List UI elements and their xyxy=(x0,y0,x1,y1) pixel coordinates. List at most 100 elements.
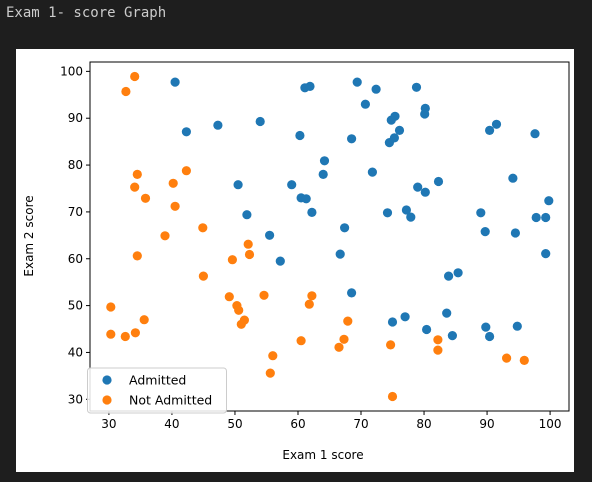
axes-frame xyxy=(89,61,570,412)
not-admitted-point xyxy=(386,340,396,350)
not-admitted-point xyxy=(181,166,191,176)
admitted-point xyxy=(394,125,405,135)
admitted-point xyxy=(275,256,285,266)
admitted-point xyxy=(413,182,423,192)
admitted-point xyxy=(406,212,416,222)
admitted-point xyxy=(541,249,551,259)
admitted-point xyxy=(453,268,463,278)
admitted-point xyxy=(170,77,180,87)
x-tick-label: 50 xyxy=(227,417,242,431)
not-admitted-point xyxy=(140,193,151,203)
admitted-point xyxy=(531,212,541,223)
legend-box xyxy=(87,367,227,414)
admitted-point xyxy=(360,99,370,109)
admitted-point xyxy=(411,82,422,92)
admitted-point xyxy=(307,207,317,217)
not-admitted-point xyxy=(224,292,234,302)
admitted-point xyxy=(371,84,381,94)
admitted-point xyxy=(347,288,357,298)
x-tick-label: 60 xyxy=(290,417,305,431)
admitted-point xyxy=(295,130,305,141)
x-tick-label: 100 xyxy=(539,417,562,431)
admitted-point xyxy=(541,212,551,223)
x-tick-label: 90 xyxy=(479,417,494,431)
not-admitted-point xyxy=(132,251,142,261)
legend-label: Not Admitted xyxy=(129,393,212,408)
not-admitted-point xyxy=(160,231,170,241)
not-admitted-point xyxy=(130,328,140,338)
admitted-point xyxy=(422,324,432,335)
x-tick-label: 70 xyxy=(353,417,368,431)
y-tick-label: 40 xyxy=(68,345,83,359)
not-admitted-point xyxy=(387,391,398,402)
admitted-point xyxy=(485,125,495,135)
not-admitted-point xyxy=(130,71,140,82)
admitted-point xyxy=(382,208,393,218)
legend-label: Admitted xyxy=(129,373,186,388)
admitted-point xyxy=(213,120,223,130)
admitted-point xyxy=(265,230,275,240)
admitted-point xyxy=(242,210,252,220)
admitted-point xyxy=(444,271,454,281)
legend-marker xyxy=(102,375,112,385)
not-admitted-point xyxy=(304,299,314,309)
not-admitted-point xyxy=(519,355,529,365)
y-tick-label: 90 xyxy=(68,111,83,125)
admitted-point xyxy=(420,187,430,197)
not-admitted-point xyxy=(121,86,131,97)
admitted-point xyxy=(447,331,457,341)
admitted-point xyxy=(485,331,495,342)
admitted-point xyxy=(319,156,330,166)
not-admitted-point xyxy=(120,331,130,342)
y-tick-label: 70 xyxy=(68,205,83,219)
legend: Admitted Not Admitted xyxy=(87,367,227,414)
legend-marker xyxy=(102,395,112,405)
not-admitted-point xyxy=(227,255,237,265)
admitted-point xyxy=(510,228,520,238)
admitted-point xyxy=(305,81,315,91)
plot-area: 30 40 50 60 70 80 90 100 30 40 50 60 70 80 90 100 Exam… xyxy=(16,49,574,472)
admitted-point xyxy=(530,129,540,139)
not-admitted-point xyxy=(170,201,180,211)
admitted-point xyxy=(386,115,396,125)
not-admitted-point xyxy=(339,334,349,344)
y-axis-label: Exam 2 score xyxy=(22,195,36,276)
not-admitted-point xyxy=(265,368,275,378)
not-admitted-point xyxy=(198,271,208,281)
x-tick-label: 30 xyxy=(101,417,116,431)
scatter-chart: 30 40 50 60 70 80 90 100 30 40 50 60 70 80 90 100 Exam… xyxy=(22,61,570,462)
not-admitted-point xyxy=(234,305,244,315)
not-admitted-point xyxy=(243,239,253,249)
admitted-point xyxy=(480,227,490,237)
cell-output-title: Exam 1- score Graph xyxy=(6,5,167,21)
not-admitted-point xyxy=(168,178,178,188)
y-tick-label: 60 xyxy=(68,252,83,266)
admitted-point xyxy=(491,119,502,129)
not-admitted-point xyxy=(236,319,246,329)
not-admitted-point xyxy=(296,336,306,346)
admitted-point xyxy=(255,116,265,127)
admitted-point xyxy=(401,205,411,215)
not-admitted-point xyxy=(307,291,317,301)
admitted-point xyxy=(352,77,362,87)
not-admitted-point xyxy=(198,223,208,233)
x-tick-label: 40 xyxy=(164,417,179,431)
admitted-point xyxy=(387,317,398,327)
admitted-point xyxy=(544,196,554,206)
admitted-point xyxy=(301,194,311,204)
y-axis-ticks: 30 40 50 60 70 80 90 100 xyxy=(60,64,90,406)
admitted-point xyxy=(233,180,243,190)
not-admitted-point xyxy=(132,169,142,179)
admitted-point xyxy=(287,180,297,190)
admitted-point xyxy=(367,167,377,177)
admitted-point xyxy=(400,312,410,322)
admitted-point xyxy=(318,169,328,179)
admitted-point xyxy=(512,321,522,331)
admitted-point xyxy=(181,127,191,137)
x-tick-label: 80 xyxy=(416,417,431,431)
points-layer xyxy=(106,71,554,402)
not-admitted-point xyxy=(334,342,344,352)
not-admitted-point xyxy=(106,329,116,339)
not-admitted-point xyxy=(139,315,149,325)
admitted-point xyxy=(347,134,357,144)
